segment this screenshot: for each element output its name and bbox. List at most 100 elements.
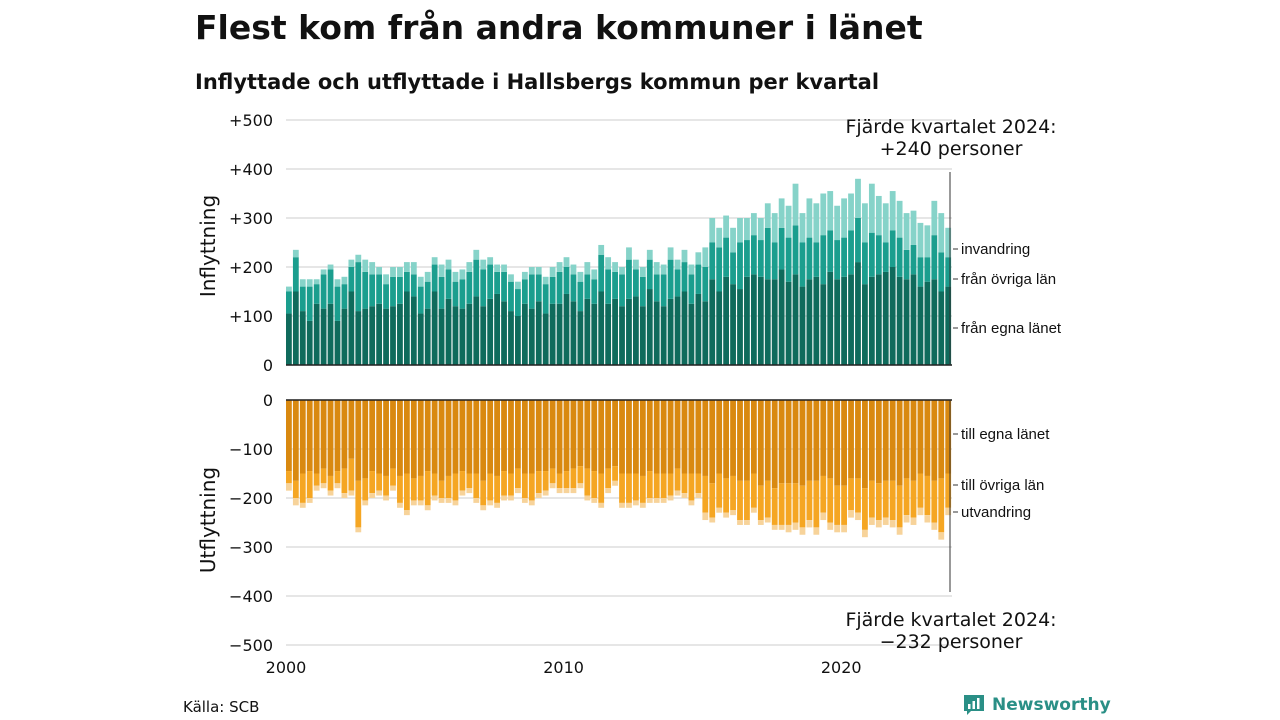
bar-in-own (570, 301, 577, 365)
bar-in-own (605, 303, 612, 365)
bar-in-imm (855, 178, 861, 218)
bar-in-other (306, 286, 313, 321)
bar-out-own (591, 400, 598, 472)
bar-in-other (508, 281, 514, 312)
bar-out-emi (723, 512, 730, 518)
bar-in-other (535, 274, 542, 302)
bar-out-other (424, 471, 431, 506)
bar-out-other (855, 478, 861, 513)
bar-in-other (688, 274, 695, 304)
series-label-out: utvandring (961, 504, 1031, 521)
bar-out-own (827, 400, 834, 479)
bar-out-emi (306, 498, 313, 503)
bar-in-other (445, 269, 452, 299)
bar-out-own (376, 400, 383, 474)
bar-out-own (383, 400, 389, 476)
bar-out-other (327, 475, 334, 491)
chart-title: Flest kom från andra kommuner i länet (195, 8, 923, 47)
bar-out-own (424, 400, 431, 472)
bar-out-own (528, 400, 535, 474)
bar-out-emi (730, 510, 736, 516)
bar-in-other (695, 264, 702, 294)
bar-out-own (792, 400, 799, 484)
y-tick-label-top: +500 (229, 111, 273, 130)
bar-in-imm (695, 252, 702, 265)
bar-in-own (459, 308, 466, 365)
bar-out-own (660, 400, 667, 474)
bar-out-own (466, 400, 473, 474)
bar-out-other (542, 471, 549, 491)
bar-out-own (806, 400, 813, 481)
bar-out-other (709, 483, 716, 518)
bar-in-own (813, 276, 820, 365)
bar-in-other (480, 269, 487, 307)
y-tick-label-bottom: −100 (229, 440, 273, 459)
bar-out-emi (445, 498, 452, 503)
bar-in-own (480, 306, 487, 365)
bar-in-own (494, 293, 500, 365)
bar-in-imm (452, 271, 459, 282)
bar-out-emi (292, 498, 299, 506)
bar-out-emi (931, 522, 938, 530)
bar-in-imm (341, 276, 348, 285)
bar-out-other (730, 475, 736, 511)
bar-out-own (438, 400, 445, 481)
bar-out-own (501, 400, 507, 472)
bar-in-imm (355, 254, 362, 263)
bar-in-other (591, 279, 598, 304)
bar-out-other (820, 475, 827, 513)
bar-in-own (584, 298, 591, 365)
bar-out-own (473, 400, 480, 474)
bar-in-other (501, 271, 507, 302)
bar-out-own (452, 400, 459, 474)
bar-out-own (750, 400, 757, 474)
bar-in-imm (362, 259, 369, 272)
bar-in-other (341, 284, 348, 309)
bar-out-other (376, 473, 383, 491)
bar-in-imm (549, 267, 556, 277)
bar-in-other (785, 237, 792, 282)
bar-out-emi (827, 522, 834, 530)
bar-out-emi (320, 483, 327, 489)
bar-in-other (882, 242, 889, 272)
bar-in-imm (917, 222, 924, 258)
bar-out-emi (501, 495, 507, 501)
bar-out-emi (508, 495, 514, 501)
bar-out-other (417, 475, 424, 501)
bar-out-own (348, 400, 355, 459)
bar-in-other (320, 274, 327, 309)
bar-out-own (688, 400, 695, 474)
bar-out-emi (362, 500, 369, 506)
bar-in-imm (327, 264, 334, 270)
bar-in-own (702, 301, 709, 365)
bar-in-own (612, 298, 618, 365)
y-tick-label-bottom: −300 (229, 538, 273, 557)
bar-in-other (438, 276, 445, 309)
bar-out-own (841, 400, 847, 486)
bar-out-own (299, 400, 306, 474)
bar-in-imm (292, 249, 299, 258)
bar-out-own (390, 400, 396, 469)
bar-out-emi (438, 498, 445, 503)
bar-out-own (848, 400, 854, 479)
bar-in-imm (827, 191, 834, 231)
bar-out-emi (542, 490, 549, 496)
bar-in-own (334, 320, 341, 365)
bar-in-imm (570, 264, 577, 275)
bar-in-own (910, 274, 917, 365)
bar-in-own (917, 286, 924, 365)
bar-out-emi (778, 524, 785, 530)
bar-in-own (341, 308, 348, 365)
bar-out-emi (390, 485, 396, 491)
bar-out-own (549, 400, 556, 469)
bar-in-other (917, 257, 924, 287)
bar-out-own (459, 400, 466, 472)
bar-out-other (875, 483, 882, 521)
bar-in-other (938, 252, 945, 292)
bar-out-other (778, 483, 785, 525)
bar-out-emi (452, 500, 459, 506)
bar-in-imm (633, 259, 639, 270)
bar-in-own (383, 308, 389, 365)
bar-in-imm (376, 267, 383, 275)
bar-out-own (320, 400, 327, 469)
